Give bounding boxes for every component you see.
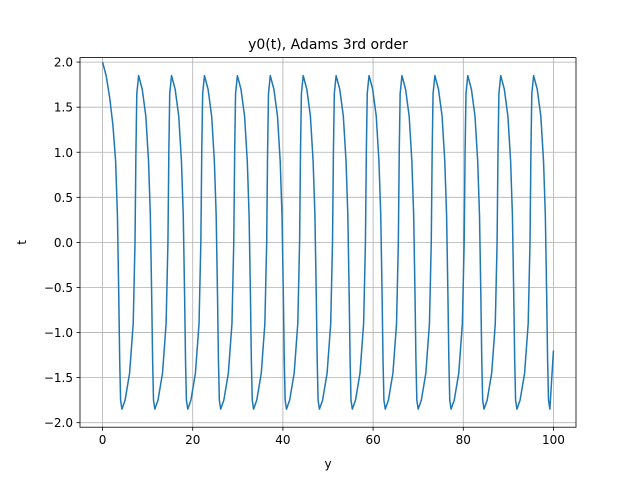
x-tick-label: 0	[99, 433, 107, 447]
x-tick-label: 60	[365, 433, 380, 447]
series-layer	[101, 61, 555, 410]
y-tick-label: −0.5	[44, 281, 73, 295]
y-tick-label: −1.5	[44, 371, 73, 385]
y-tick-label: 1.5	[54, 101, 73, 115]
y-tick-label: 0.0	[54, 236, 73, 250]
x-axis-label: y	[324, 457, 331, 471]
chart-title: y0(t), Adams 3rd order	[248, 37, 408, 53]
y-tick-label: −2.0	[44, 416, 73, 430]
y-tick-label: 1.0	[54, 146, 73, 160]
ticks: 0 20 40 60 80 100 −2.0 −1.5 −1.0 −0.5 0.0 0.5 1.0 1.5…	[44, 56, 565, 448]
series-line	[101, 61, 555, 410]
y-tick-label: −1.0	[44, 326, 73, 340]
grid	[80, 57, 576, 428]
y-axis-label: t	[15, 240, 29, 245]
x-tick-label: 20	[185, 433, 200, 447]
x-tick-label: 40	[275, 433, 290, 447]
y-tick-label: 2.0	[54, 56, 73, 70]
x-tick-label: 100	[542, 433, 565, 447]
x-tick-label: 80	[456, 433, 471, 447]
y-tick-label: 0.5	[54, 191, 73, 205]
